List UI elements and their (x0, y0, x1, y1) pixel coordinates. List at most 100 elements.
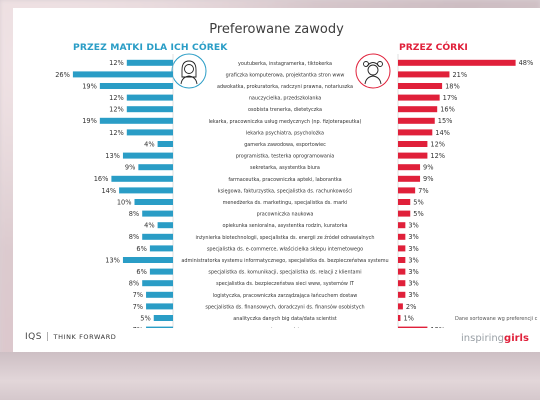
category-label: analityczka danych big data/data scienti… (233, 316, 336, 322)
category-label: farmaceutka, pracowniczka apteki, labora… (228, 177, 341, 183)
daughters-bar (398, 164, 421, 171)
mothers-value-label: 12% (109, 129, 124, 137)
daughters-value-label: 48% (519, 59, 534, 67)
sort-footnote: Dane sortowane wg preferencji c (455, 316, 538, 322)
category-label: gamerka zawodowa, esportowiec (244, 142, 326, 148)
daughters-value-label: 12% (430, 152, 445, 160)
mothers-value-label: 6% (136, 245, 146, 253)
daughters-value-label: 3% (408, 291, 418, 299)
category-label: opiekunka senioralna, asystentka rodzin,… (222, 223, 347, 229)
daughters-value-label: 1% (403, 314, 413, 322)
daughters-value-label: 3% (408, 268, 418, 276)
mothers-value-label: 12% (109, 94, 124, 102)
mothers-value-label: 7% (133, 326, 143, 328)
mothers-value-label: 8% (129, 233, 139, 241)
category-label: specjalistka ds. komunikacji, specjalist… (208, 270, 361, 276)
daughters-bar (398, 129, 433, 136)
category-label: adwokatka, prokuratorka, radczyni prawna… (217, 84, 353, 90)
mothers-bar (142, 233, 173, 240)
daughters-value-label: 14% (435, 129, 450, 137)
iqs-logo: IQS | THINK FORWARD (25, 332, 117, 342)
iqs-tagline: THINK FORWARD (53, 333, 117, 341)
mothers-bar (122, 152, 173, 159)
bottom-blur (0, 352, 540, 400)
mothers-value-label: 8% (129, 210, 139, 218)
daughters-value-label: 17% (443, 94, 458, 102)
mothers-header: PRZEZ MATKI DLA ICH CÓREK (73, 42, 228, 53)
mothers-bar (138, 164, 173, 171)
mothers-bar (126, 59, 173, 66)
category-label: nauczycielka, przedszkolanka (249, 96, 321, 102)
mothers-bar (149, 245, 173, 252)
mothers-value-label: 19% (82, 82, 97, 90)
mothers-value-label: 19% (82, 117, 97, 125)
category-label: lekarka, pracowniczka usług medycznych (… (209, 119, 362, 125)
mothers-bar (134, 199, 173, 205)
mothers-value-label: 7% (133, 291, 143, 299)
mothers-bar (99, 117, 173, 124)
daughters-bar (398, 199, 411, 205)
mothers-value-label: 12% (109, 106, 124, 114)
mothers-value-label: 4% (144, 222, 154, 230)
mother-icon (171, 53, 207, 89)
daughters-header: PRZEZ CÓRKI (399, 42, 468, 53)
daughters-bar (398, 141, 428, 147)
butterfly-chart: 12% 48% youtuberka, instagramerka, tiktoke… (55, 54, 534, 328)
mothers-bar (142, 280, 173, 287)
category-label: specjalistka ds. bezpieczeństwa sieci ww… (216, 280, 354, 287)
category-label: inżynierka biotechnologii, specjalistka … (196, 234, 375, 241)
mothers-bar (99, 83, 173, 89)
mothers-value-label: 14% (101, 187, 116, 195)
mothers-bar (122, 257, 173, 263)
mothers-bar (146, 303, 173, 310)
daughters-bar (398, 175, 421, 182)
inspiring-girls-logo-part2: girls (504, 333, 529, 344)
category-label: youtuberka, instagramerka, tiktokerka (238, 61, 332, 67)
iqs-logo-text: IQS (25, 332, 42, 342)
category-label: graficzka komputerowa, projektantka stro… (226, 72, 345, 78)
daughters-bar (398, 94, 440, 101)
mothers-bar (157, 222, 173, 229)
daughters-value-label: 5% (413, 198, 423, 206)
mothers-value-label: 7% (133, 303, 143, 311)
daughters-value-label: 5% (413, 210, 423, 218)
category-label: księgowa, fakturzystka, specjalistka ds.… (218, 187, 353, 194)
daughters-bar (398, 106, 438, 113)
daughters-bar (398, 83, 443, 89)
mothers-value-label: 10% (117, 198, 132, 206)
mothers-bar (149, 268, 173, 275)
daughters-bar (398, 315, 401, 321)
category-label: osobista trenerka, dietetyczka (248, 107, 322, 113)
mothers-value-label: 5% (140, 314, 150, 322)
daughters-bar (398, 326, 428, 328)
daughters-value-label: 18% (445, 82, 460, 90)
category-label: pracowniczka naukowa (257, 212, 314, 218)
page-title: Preferowane zawody (209, 22, 344, 37)
daughters-bar (398, 280, 406, 287)
category-label: administratorka systemu informatycznego,… (181, 257, 388, 264)
mothers-bar (142, 210, 173, 217)
daughters-value-label: 21% (452, 71, 467, 79)
mothers-value-label: 26% (55, 71, 70, 79)
category-label: inny zawód (271, 327, 299, 328)
daughters-value-label: 15% (438, 117, 453, 125)
daughters-value-label: 12% (430, 140, 445, 148)
mothers-bar (126, 94, 173, 101)
daughters-bar (398, 210, 411, 217)
daughters-value-label: 12% (430, 326, 445, 328)
category-label: specjalistka ds. finansowych, doradczyni… (205, 303, 364, 310)
mothers-bar (157, 141, 173, 147)
mothers-bar (146, 326, 173, 328)
mothers-value-label: 13% (105, 256, 120, 264)
mothers-value-label: 4% (144, 140, 154, 148)
daughters-bar (398, 71, 450, 78)
daughters-value-label: 3% (408, 256, 418, 264)
daughters-bar (398, 222, 406, 229)
daughters-bar (398, 233, 406, 240)
category-label: lekarka psychiatra, psycholożka (246, 130, 324, 136)
daughters-bar (398, 291, 406, 298)
daughters-value-label: 7% (418, 187, 428, 195)
mothers-value-label: 13% (105, 152, 120, 160)
daughters-bar (398, 187, 416, 194)
mothers-value-label: 9% (125, 164, 135, 172)
